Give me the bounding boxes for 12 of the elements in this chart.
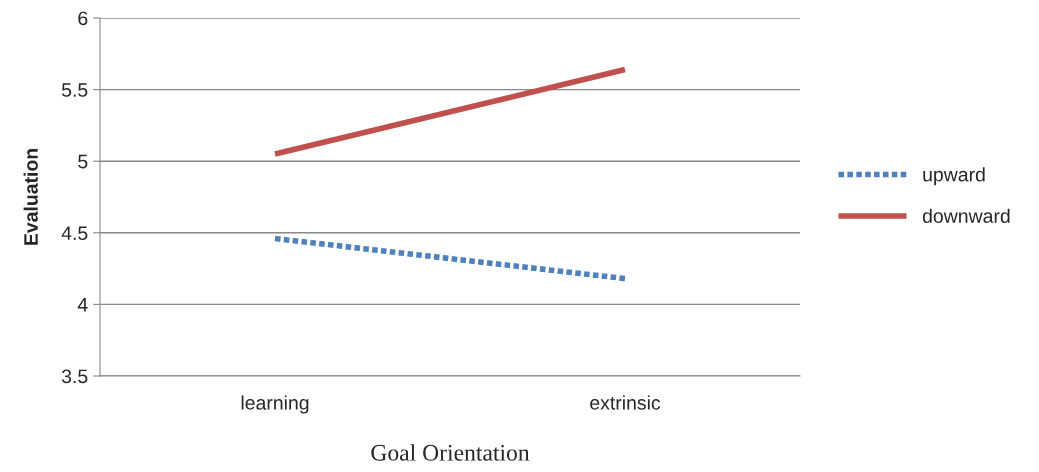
y-tick-label: 3.5 (61, 369, 88, 384)
x-tick-label: learning (241, 395, 309, 414)
x-axis-title: Goal Orientation (371, 444, 530, 461)
y-tick-label: 5.5 (61, 83, 88, 97)
y-tick-label: 4.5 (61, 226, 88, 241)
y-axis-title: Evaluation (23, 149, 38, 245)
y-tick-label: 5 (78, 154, 88, 169)
y-tick-label: 4 (77, 298, 88, 312)
legend-label: upward (923, 167, 985, 186)
y-tick-label: 6 (78, 11, 88, 26)
x-tick-label: extrinsic (590, 395, 661, 410)
legend-label: downward (922, 208, 1010, 223)
